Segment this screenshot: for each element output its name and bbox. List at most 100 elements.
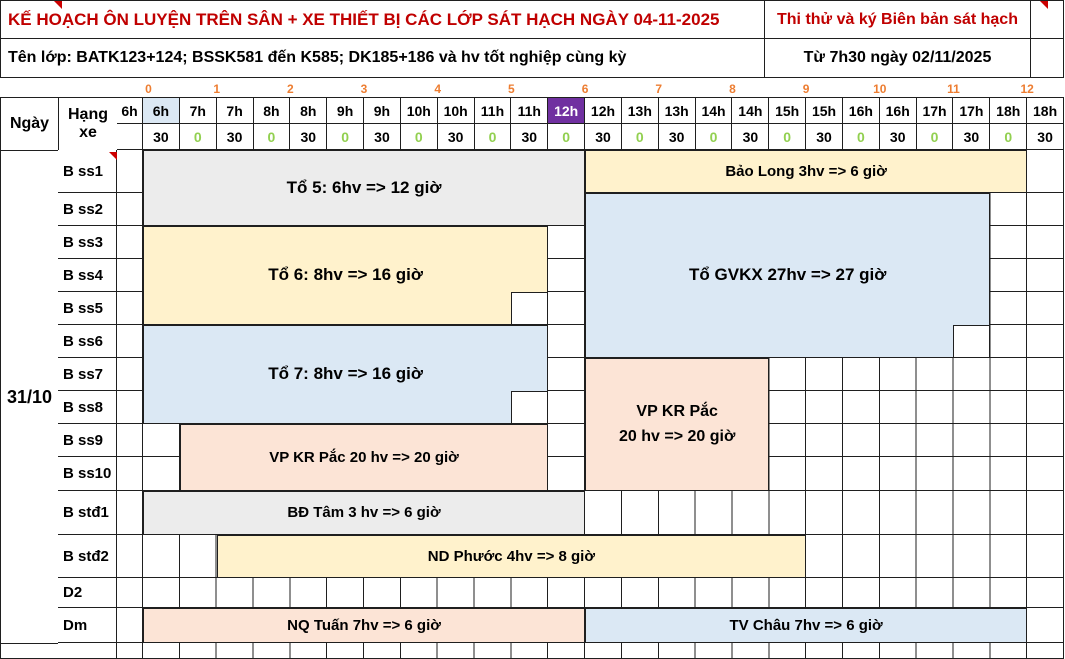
minute-cell[interactable]: 30: [879, 124, 916, 149]
grid-cell-6h[interactable]: [117, 457, 143, 490]
minute-cell[interactable]: 30: [953, 124, 990, 149]
minute-cell[interactable]: 0: [916, 124, 953, 149]
hour-cell[interactable]: 12h: [548, 98, 585, 124]
hour-cell[interactable]: 15h: [769, 98, 806, 124]
grid-cell-6h[interactable]: [117, 578, 143, 607]
hour-cell[interactable]: 6h: [117, 98, 142, 124]
date-bottom-stub-cell[interactable]: [0, 643, 59, 659]
grid-cell-6h[interactable]: [117, 608, 143, 642]
schedule-block-to7[interactable]: Tổ 7: 8hv => 16 giờ: [143, 325, 549, 424]
minute-cell[interactable]: 30: [437, 124, 474, 149]
hour-cell[interactable]: 18h: [990, 98, 1027, 124]
date-cell[interactable]: 31/10: [0, 150, 59, 644]
grid-cell-6h[interactable]: [117, 424, 143, 456]
grid-cell-6h[interactable]: [117, 259, 143, 291]
minute-cell[interactable]: 0: [695, 124, 732, 149]
hour-cell[interactable]: 8h: [253, 98, 290, 124]
minute-cell[interactable]: [117, 124, 142, 149]
hour-cell[interactable]: 9h: [364, 98, 400, 124]
hour-cell[interactable]: 15h: [806, 98, 842, 124]
row-label-cell[interactable]: B ss8: [58, 391, 117, 423]
schedule-block-nq-tuan[interactable]: NQ Tuấn 7hv => 6 giờ: [143, 608, 586, 643]
row-label-cell[interactable]: Dm: [58, 608, 117, 642]
minute-cell[interactable]: 30: [511, 124, 548, 149]
minute-cell[interactable]: 30: [1027, 124, 1063, 149]
minute-cell[interactable]: 0: [327, 124, 364, 149]
row-label-cell[interactable]: B ss10: [58, 457, 117, 490]
schedule-block-to5[interactable]: Tổ 5: 6hv => 12 giờ: [143, 150, 586, 226]
exam-note-cell[interactable]: Thi thử và ký Biên bản sát hạch: [764, 0, 1031, 39]
hour-cell[interactable]: 6h: [143, 98, 179, 124]
exam-start-cell[interactable]: Từ 7h30 ngày 02/11/2025: [764, 38, 1031, 78]
schedule-block-vp-kr-pac-1[interactable]: VP KR Pắc 20 hv => 20 giờ: [179, 424, 549, 491]
hour-cell[interactable]: 17h: [953, 98, 990, 124]
minute-cell[interactable]: 30: [732, 124, 769, 149]
class-list-cell[interactable]: Tên lớp: BATK123+124; BSSK581 đến K585; …: [0, 38, 765, 78]
date-column-header[interactable]: Ngày: [0, 97, 59, 151]
row-label-cell[interactable]: B ss7: [58, 358, 117, 390]
minute-cell[interactable]: 0: [548, 124, 585, 149]
minute-cell[interactable]: 30: [143, 124, 179, 149]
hour-cell[interactable]: 14h: [732, 98, 769, 124]
class-column-header[interactable]: Hạng xe: [58, 97, 118, 151]
hour-cell[interactable]: 10h: [400, 98, 437, 124]
minute-cell[interactable]: 0: [621, 124, 658, 149]
schedule-block-bd-tam[interactable]: BĐ Tâm 3 hv => 6 giờ: [143, 491, 586, 535]
minute-cell[interactable]: 30: [658, 124, 695, 149]
minute-cell[interactable]: 0: [842, 124, 879, 149]
row-label-cell[interactable]: B ss4: [58, 259, 117, 291]
schedule-block-nd-phuoc[interactable]: ND Phước 4hv => 8 giờ: [216, 535, 807, 578]
hour-cell[interactable]: 8h: [290, 98, 327, 124]
grid-cell-6h[interactable]: [117, 193, 143, 225]
grid-cell-6h[interactable]: [117, 643, 143, 658]
hour-cell[interactable]: 9h: [327, 98, 364, 124]
schedule-block-vp-kr-pac-2[interactable]: VP KR Pắc 20 hv => 20 giờ: [585, 358, 770, 491]
minute-cell[interactable]: 0: [400, 124, 437, 149]
row-label-cell[interactable]: B ss2: [58, 193, 117, 225]
row-label-cell[interactable]: B ss6: [58, 325, 117, 357]
hour-cell[interactable]: 17h: [916, 98, 953, 124]
grid-cell-6h[interactable]: [117, 491, 143, 534]
minute-cell[interactable]: 0: [474, 124, 511, 149]
sheet-title-cell[interactable]: KẾ HOẠCH ÔN LUYỆN TRÊN SÂN + XE THIẾT BỊ…: [0, 0, 765, 39]
hour-cell[interactable]: 13h: [658, 98, 695, 124]
empty-corner-cell-bottom[interactable]: [1030, 38, 1064, 78]
schedule-cells-strip[interactable]: [143, 578, 1064, 607]
row-label-cell[interactable]: [58, 643, 117, 658]
hour-cell[interactable]: 16h: [879, 98, 916, 124]
hour-cell[interactable]: 7h: [179, 98, 216, 124]
grid-cell-6h[interactable]: [117, 535, 143, 577]
row-label-cell[interactable]: B ss9: [58, 424, 117, 456]
row-label-cell[interactable]: B ss3: [58, 226, 117, 258]
grid-cell-6h[interactable]: [117, 150, 143, 192]
hour-cell[interactable]: 14h: [695, 98, 732, 124]
minute-cell[interactable]: 0: [769, 124, 806, 149]
hour-cell[interactable]: 11h: [511, 98, 548, 124]
hour-cell[interactable]: 16h: [842, 98, 879, 124]
minute-cell[interactable]: 30: [216, 124, 253, 149]
hour-cell[interactable]: 13h: [621, 98, 658, 124]
schedule-block-to-gvkx[interactable]: Tổ GVKX 27hv => 27 giờ: [585, 193, 991, 358]
hour-cell[interactable]: 12h: [585, 98, 621, 124]
grid-cell-notch[interactable]: [511, 391, 549, 424]
row-label-cell[interactable]: B stđ1: [58, 491, 117, 534]
grid-cell-6h[interactable]: [117, 325, 143, 357]
hour-cell[interactable]: 11h: [474, 98, 511, 124]
hour-cell[interactable]: 18h: [1027, 98, 1063, 124]
minute-cell[interactable]: 30: [290, 124, 327, 149]
grid-cell-6h[interactable]: [117, 358, 143, 390]
row-label-cell[interactable]: B stđ2: [58, 535, 117, 577]
schedule-block-to6[interactable]: Tổ 6: 8hv => 16 giờ: [143, 226, 549, 325]
hour-cell[interactable]: 10h: [437, 98, 474, 124]
row-label-cell[interactable]: B ss5: [58, 292, 117, 324]
minute-cell[interactable]: 0: [179, 124, 216, 149]
minute-cell[interactable]: 30: [806, 124, 842, 149]
grid-cell-6h[interactable]: [117, 292, 143, 324]
grid-cell-6h[interactable]: [117, 226, 143, 258]
minute-cell[interactable]: 0: [990, 124, 1027, 149]
grid-cell-notch[interactable]: [511, 292, 549, 325]
row-label-cell[interactable]: B ss1: [58, 150, 117, 192]
grid-cell-notch[interactable]: [953, 325, 991, 358]
minute-cell[interactable]: 30: [585, 124, 621, 149]
grid-cell-6h[interactable]: [117, 391, 143, 423]
